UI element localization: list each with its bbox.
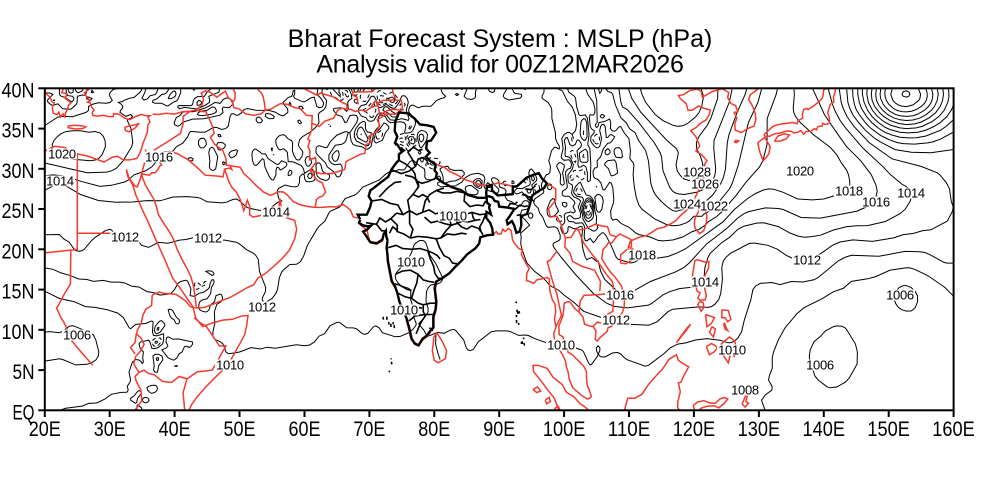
svg-text:1014: 1014 [897, 186, 925, 201]
svg-text:70E: 70E [353, 417, 385, 441]
svg-text:1010: 1010 [397, 255, 425, 270]
svg-text:1014: 1014 [46, 174, 74, 189]
svg-text:1018: 1018 [835, 184, 863, 199]
svg-text:130E: 130E [738, 417, 781, 441]
svg-text:60E: 60E [289, 417, 321, 441]
svg-text:150E: 150E [867, 417, 910, 441]
svg-text:1006: 1006 [63, 328, 91, 343]
svg-text:90E: 90E [483, 417, 515, 441]
svg-text:35N: 35N [2, 119, 35, 143]
svg-text:20N: 20N [2, 239, 35, 263]
svg-text:140E: 140E [803, 417, 846, 441]
svg-text:1006: 1006 [886, 288, 914, 303]
svg-text:1006: 1006 [806, 358, 834, 373]
svg-text:1010: 1010 [718, 343, 746, 358]
svg-text:1016: 1016 [606, 288, 634, 303]
svg-text:1028: 1028 [683, 165, 711, 180]
svg-text:160E: 160E [932, 417, 975, 441]
svg-text:80E: 80E [418, 417, 450, 441]
svg-text:1010: 1010 [547, 338, 575, 353]
svg-text:1010: 1010 [439, 209, 467, 224]
svg-text:1026: 1026 [691, 177, 719, 192]
svg-text:30N: 30N [2, 159, 35, 183]
svg-text:40E: 40E [159, 417, 191, 441]
svg-text:Bharat Forecast System : MSLP: Bharat Forecast System : MSLP (hPa) [288, 25, 713, 53]
svg-text:50E: 50E [224, 417, 256, 441]
svg-text:1022: 1022 [700, 199, 728, 214]
svg-text:120E: 120E [673, 417, 716, 441]
svg-text:25N: 25N [2, 199, 35, 223]
svg-text:30E: 30E [94, 417, 126, 441]
svg-text:1012: 1012 [793, 253, 821, 268]
svg-text:1020: 1020 [48, 147, 76, 162]
svg-text:1020: 1020 [786, 164, 814, 179]
svg-text:1016: 1016 [862, 195, 890, 210]
svg-text:1018: 1018 [628, 248, 656, 263]
svg-text:1012: 1012 [602, 313, 630, 328]
svg-text:1014: 1014 [262, 205, 290, 220]
svg-text:1014: 1014 [691, 275, 719, 290]
svg-text:20E: 20E [29, 417, 61, 441]
svg-text:5N: 5N [13, 360, 35, 384]
svg-text:EQ: EQ [13, 400, 35, 424]
svg-text:10N: 10N [2, 320, 35, 344]
svg-text:1024: 1024 [673, 197, 701, 212]
svg-text:15N: 15N [2, 280, 35, 304]
svg-text:1010: 1010 [216, 358, 244, 373]
svg-text:110E: 110E [608, 417, 651, 441]
svg-text:1008: 1008 [731, 383, 759, 398]
svg-text:Analysis valid for 00Z12MAR202: Analysis valid for 00Z12MAR2026 [316, 51, 683, 79]
svg-text:40N: 40N [2, 78, 35, 102]
svg-text:1012: 1012 [194, 231, 222, 246]
svg-text:1016: 1016 [145, 150, 173, 165]
svg-text:100E: 100E [543, 417, 586, 441]
svg-text:1010: 1010 [390, 303, 418, 318]
svg-text:1012: 1012 [111, 230, 139, 245]
svg-text:1012: 1012 [248, 300, 276, 315]
